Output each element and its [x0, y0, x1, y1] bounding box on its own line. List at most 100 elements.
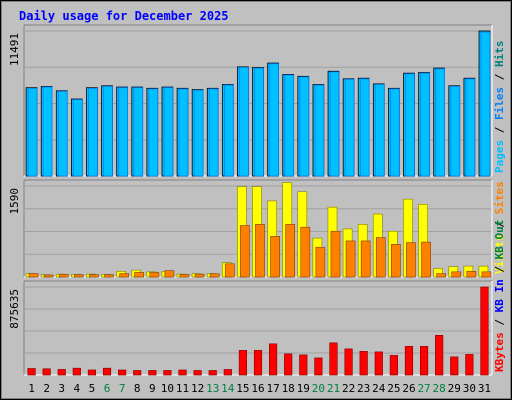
bar-kbytes [118, 369, 127, 376]
bar-files [480, 31, 491, 177]
bar-sites [43, 274, 54, 278]
legend-entry: Sites [493, 181, 506, 214]
bar-kbytes [480, 286, 489, 376]
bar-files [465, 78, 476, 177]
x-tick-label: 9 [149, 382, 156, 395]
legend-entry: Files [493, 87, 506, 120]
bar-sites [224, 263, 235, 278]
bar-files [193, 89, 204, 177]
bar-kbytes [284, 353, 293, 376]
x-tick-label: 5 [89, 382, 96, 395]
x-tick-label: 25 [387, 382, 400, 395]
bar-sites [209, 273, 220, 278]
bar-sites [285, 224, 296, 278]
bar-files [88, 87, 98, 177]
bar-kbytes [450, 356, 459, 376]
bar-sites [149, 272, 160, 278]
panel-1: 11491 Pages / Files / Hits [8, 24, 506, 177]
x-tick-label: 28 [433, 382, 446, 395]
bar-files [329, 71, 340, 177]
bar-files [405, 73, 415, 177]
bar-kbytes [87, 369, 97, 376]
x-tick-label: 4 [74, 382, 81, 395]
x-tick-label: 14 [221, 382, 235, 395]
bar-kbytes [178, 369, 187, 376]
bar-sites [481, 271, 492, 278]
bar-kbytes [314, 357, 323, 376]
bar-sites [28, 273, 39, 278]
legend-entry: Pages [493, 140, 506, 173]
bar-files [223, 84, 234, 177]
bar-sites [104, 274, 114, 278]
x-tick-label: 26 [402, 382, 415, 395]
bar-files [57, 91, 68, 177]
bar-files [148, 88, 159, 177]
bar-kbytes [299, 354, 308, 376]
x-tick-label: 27 [417, 382, 430, 395]
bar-kbytes [42, 368, 51, 376]
legend-separator: / [493, 214, 506, 234]
bar-files [299, 76, 310, 177]
x-tick-label: 11 [176, 382, 189, 395]
bar-files [374, 84, 385, 177]
x-tick-label: 12 [191, 382, 204, 395]
bar-sites [270, 236, 280, 278]
series-legend: Visits / Sites [493, 181, 506, 274]
bar-kbytes [435, 335, 444, 376]
x-tick-label: 1 [28, 382, 35, 395]
bar-kbytes [223, 369, 232, 376]
legend-separator: / [493, 312, 506, 332]
bar-kbytes [404, 346, 414, 376]
bar-kbytes [208, 370, 217, 376]
legend-entry: KB In [493, 279, 506, 312]
bar-sites [375, 237, 386, 278]
bar-kbytes [359, 351, 368, 376]
x-tick-label: 16 [251, 382, 264, 395]
x-tick-label: 10 [161, 382, 174, 395]
bar-files [42, 86, 53, 177]
panel-3: 875635 KBytes / KB In / KB Out [8, 220, 506, 376]
series-legend: KBytes / KB In / KB Out [493, 220, 506, 372]
x-tick-label: 20 [312, 382, 325, 395]
bar-files [73, 99, 83, 177]
bar-files [420, 72, 430, 177]
bar-sites [194, 273, 205, 278]
bar-kbytes [269, 343, 278, 376]
bar-files [133, 87, 144, 177]
x-tick-label: 18 [282, 382, 295, 395]
x-tick-label: 30 [463, 382, 476, 395]
bar-kbytes [344, 348, 353, 376]
bar-sites [421, 241, 431, 278]
x-tick-label: 7 [119, 382, 126, 395]
bar-kbytes [163, 370, 172, 376]
bar-files [208, 88, 219, 177]
bar-sites [58, 274, 69, 278]
legend-entry: KBytes [493, 332, 506, 372]
bar-files [239, 67, 249, 177]
bar-kbytes [238, 350, 247, 376]
bar-files [27, 87, 38, 177]
bar-files [390, 88, 400, 177]
x-tick-label: 2 [43, 382, 50, 395]
y-max-label: 11491 [8, 33, 21, 66]
legend-entry: Visits [493, 234, 506, 274]
legend-entry: Hits [493, 41, 506, 68]
bar-files [118, 87, 128, 177]
legend-separator: / [493, 259, 506, 279]
x-tick-label: 19 [297, 382, 310, 395]
bar-sites [330, 230, 341, 278]
panel-2: 1590 Visits / Sites [8, 179, 506, 278]
x-tick-label: 15 [236, 382, 249, 395]
bar-sites [466, 270, 477, 278]
bar-kbytes [419, 346, 429, 376]
bar-files [269, 63, 279, 177]
bar-kbytes [72, 367, 81, 376]
bar-files [254, 67, 264, 177]
bar-kbytes [57, 369, 66, 376]
bar-sites [406, 242, 416, 278]
bar-files [359, 78, 370, 177]
bar-files [103, 86, 113, 177]
chart-panels: 11491 Pages / Files / Hits 1590 Visits / Si… [8, 24, 506, 376]
legend-separator: / [493, 120, 506, 140]
